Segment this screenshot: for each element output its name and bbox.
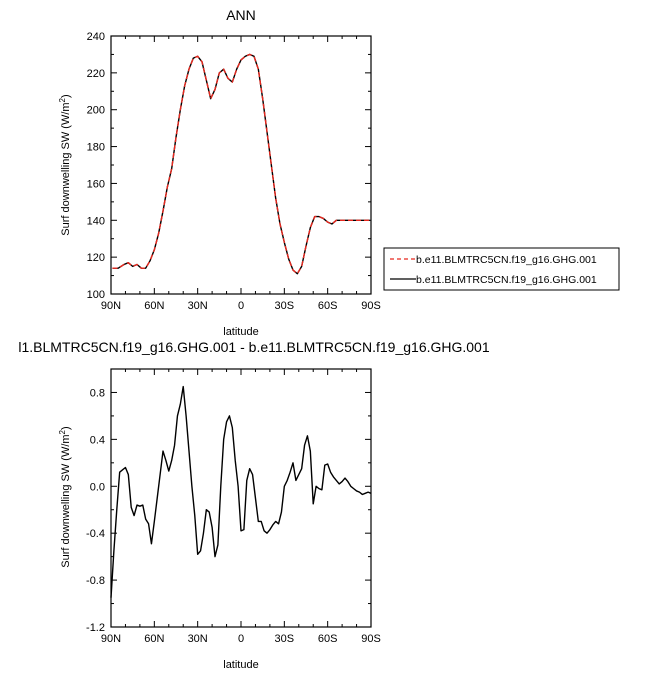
top-series-lines: [112, 53, 370, 275]
top-y-tick-label: 100: [87, 289, 105, 301]
top-y-tick-label: 120: [87, 252, 105, 264]
top-chart: ANN Surf downwelling SW (W/m2) latitude …: [58, 7, 620, 338]
bottom-y-tick-label: 0.8: [90, 387, 105, 399]
top-series-line-2: [112, 53, 370, 275]
bottom-x-tick-label: 30S: [275, 633, 295, 645]
top-x-axis-label: latitude: [223, 326, 258, 338]
bottom-x-tick-label: 0: [238, 633, 244, 645]
bottom-series-line-1: [110, 385, 372, 598]
bottom-x-tick-label: 60N: [144, 633, 164, 645]
bottom-chart-title: l1.BLMTRC5CN.f19_g16.GHG.001 - b.e11.BLM…: [18, 339, 490, 355]
legend-label-series-1: b.e11.BLMTRC5CN.f19_g16.GHG.001: [416, 254, 597, 266]
bottom-y-tick-label: 0.0: [90, 481, 105, 493]
bottom-y-tick-label: 0.4: [90, 434, 105, 446]
top-x-tick-label: 0: [238, 300, 244, 312]
bottom-chart: l1.BLMTRC5CN.f19_g16.GHG.001 - b.e11.BLM…: [18, 339, 490, 671]
bottom-y-axis-label: Surf downwelling SW (W/m2): [58, 426, 72, 567]
top-axis-ticks: 90N 60N 30N 0 30S 60S 90S 100 120 140 160 180 200 220…: [87, 31, 381, 312]
bottom-series-lines: [110, 385, 372, 598]
bottom-x-tick-label: 90N: [101, 633, 121, 645]
top-y-tick-label: 160: [87, 178, 105, 190]
legend-label-series-2: b.e11.BLMTRC5CN.f19_g16.GHG.001: [416, 274, 597, 286]
bottom-x-tick-label: 60S: [318, 633, 338, 645]
top-y-tick-label: 220: [87, 68, 105, 80]
top-chart-title: ANN: [226, 7, 256, 23]
top-x-tick-label: 30N: [188, 300, 208, 312]
bottom-y-tick-label: -1.2: [86, 622, 105, 634]
top-y-tick-label: 240: [87, 31, 105, 43]
bottom-axis-ticks: 90N 60N 30N 0 30S 60S 90S -1.2 -0.8 -0.4 0.0 0.4 0.8: [86, 369, 381, 645]
top-y-tick-label: 200: [87, 105, 105, 117]
top-y-axis-label: Surf downwelling SW (W/m2): [58, 94, 72, 235]
top-x-tick-label: 90S: [361, 300, 381, 312]
bottom-x-axis-label: latitude: [223, 659, 258, 671]
top-x-tick-label: 60S: [318, 300, 338, 312]
top-plot-frame: [110, 35, 372, 295]
legend: b.e11.BLMTRC5CN.f19_g16.GHG.001 b.e11.BL…: [383, 247, 620, 291]
bottom-x-tick-label: 90S: [361, 633, 381, 645]
bottom-plot-frame: [110, 368, 372, 628]
top-y-tick-label: 180: [87, 142, 105, 154]
bottom-x-tick-label: 30N: [188, 633, 208, 645]
legend-box: [383, 247, 620, 291]
bottom-y-tick-label: -0.4: [86, 528, 105, 540]
bottom-y-tick-label: -0.8: [86, 575, 105, 587]
top-x-tick-label: 30S: [275, 300, 295, 312]
top-series-line-1: [112, 53, 370, 275]
top-x-tick-label: 60N: [144, 300, 164, 312]
top-x-tick-label: 90N: [101, 300, 121, 312]
top-y-tick-label: 140: [87, 215, 105, 227]
